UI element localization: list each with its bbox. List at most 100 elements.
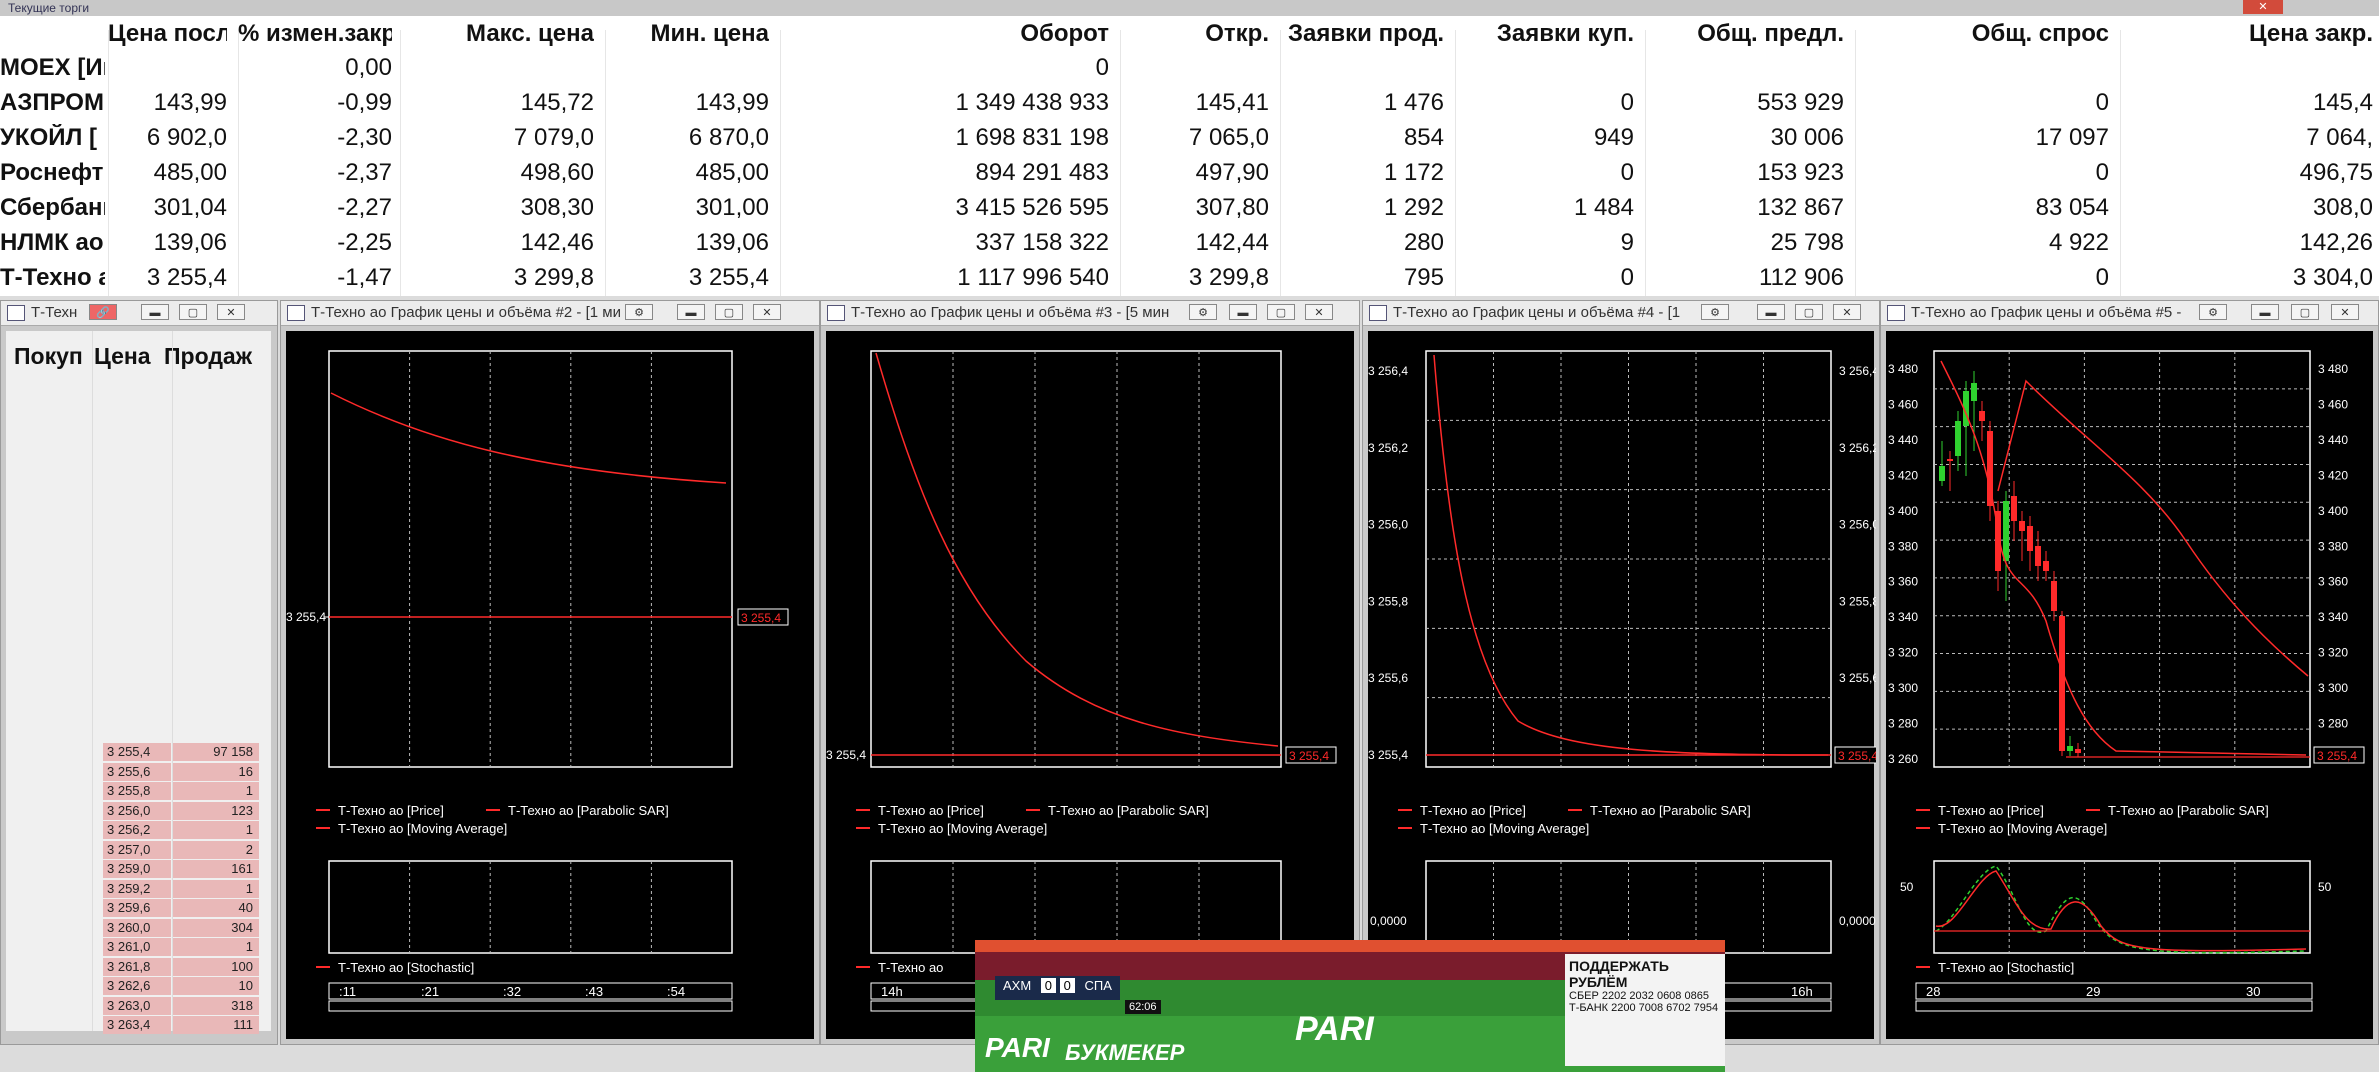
col-header[interactable]: Откр. bbox=[1205, 20, 1269, 47]
close-button[interactable]: ✕ bbox=[217, 304, 245, 320]
quote-cell: 0 bbox=[2095, 89, 2109, 116]
quote-cell: 1 172 bbox=[1383, 159, 1444, 186]
quote-cell: 0 bbox=[1095, 54, 1109, 81]
order-price: 3 255,8 bbox=[103, 782, 171, 800]
chart4-titlebar[interactable]: Т-Техно ао График цены и объёма #4 - [1 … bbox=[1363, 301, 1879, 326]
order-book-row[interactable]: 3 255,6 16 bbox=[103, 762, 263, 782]
close-button[interactable]: ✕ bbox=[1305, 304, 1333, 320]
order-book-row[interactable]: 3 257,0 2 bbox=[103, 840, 263, 860]
chart-icon bbox=[827, 305, 845, 321]
chart3-titlebar[interactable]: Т-Техно ао График цены и объёма #3 - [5 … bbox=[821, 301, 1359, 326]
close-button[interactable]: ✕ bbox=[753, 304, 781, 320]
y-tick-label: 3 255,6 bbox=[1368, 671, 1408, 685]
col-header[interactable]: Мин. цена bbox=[650, 20, 769, 47]
quote-row[interactable]: Т-Техно ао 3 255,4 -1,47 3 299,8 3 255,4 1 11… bbox=[0, 260, 2379, 295]
y-tick-label-right: 3 256,0 bbox=[1839, 518, 1876, 532]
chart4-area[interactable]: 3 256,4 3 256,4 3 256,2 3 256,2 3 256,0 3 256… bbox=[1368, 331, 1876, 1039]
quote-row[interactable]: УКОЙЛ [6 902,0 -2,30 7 079,0 6 870,0 1 698 8… bbox=[0, 120, 2379, 155]
order-book-row[interactable]: 3 261,0 1 bbox=[103, 938, 263, 957]
col-header[interactable]: Оборот bbox=[1020, 20, 1109, 47]
order-book-row[interactable]: 3 256,0 123 bbox=[103, 801, 263, 821]
maximize-button[interactable]: ▢ bbox=[179, 304, 207, 320]
order-book-row[interactable]: 3 263,4 111 bbox=[103, 1016, 263, 1035]
chart2-area[interactable]: 3 255,4 3 255,4 Т-Техно ао [Price] Т-Техно … bbox=[286, 331, 814, 1039]
order-book-row[interactable]: 3 261,8 100 bbox=[103, 957, 263, 977]
link-icon[interactable]: 🔗 bbox=[89, 304, 117, 320]
settings-icon[interactable]: ⚙ bbox=[1189, 304, 1217, 320]
order-book-row[interactable]: 3 259,0 161 bbox=[103, 860, 263, 879]
quote-row[interactable]: Роснефть 485,00 -2,37 498,60 485,00 894 291 4… bbox=[0, 155, 2379, 190]
price-plot bbox=[870, 350, 1282, 768]
legend-label: Т-Техно ао bbox=[878, 960, 943, 975]
order-book-row[interactable]: 3 263,0 318 bbox=[103, 996, 263, 1016]
candle-body bbox=[2067, 746, 2073, 751]
col-header[interactable]: Заявки прод. bbox=[1288, 20, 1444, 47]
chart2-titlebar[interactable]: Т-Техно ао График цены и объёма #2 - [1 … bbox=[281, 301, 819, 326]
chart5-title: Т-Техно ао График цены и объёма #5 - bbox=[1911, 304, 2182, 321]
settings-icon[interactable]: ⚙ bbox=[625, 304, 653, 320]
maximize-button[interactable]: ▢ bbox=[2291, 304, 2319, 320]
tbank-card: Т-БАНК 2200 7008 6702 7954 bbox=[1569, 1002, 1719, 1014]
col-header[interactable]: Общ. спрос bbox=[1971, 20, 2109, 47]
order-book-titlebar[interactable]: Т-Техн 🔗 ▬ ▢ ✕ bbox=[1, 301, 277, 326]
order-book-row[interactable]: 3 260,0 304 bbox=[103, 918, 263, 938]
quote-row[interactable]: АЗПРОМ 143,99 -0,99 145,72 143,99 1 349 438 9… bbox=[0, 85, 2379, 120]
minimize-button[interactable]: ▬ bbox=[677, 304, 705, 320]
order-book-row[interactable]: 3 259,2 1 bbox=[103, 879, 263, 899]
order-book-row[interactable]: 3 256,2 1 bbox=[103, 821, 263, 840]
quote-row[interactable]: НЛМК ао [139,06 -2,25 142,46 139,06 337 158 … bbox=[0, 225, 2379, 260]
quote-cell: 142,46 bbox=[520, 229, 594, 256]
chart3-area[interactable]: 3 255,4 3 255,4 Т-Техно ао [Price] Т-Техно … bbox=[826, 331, 1354, 1039]
quote-cell: 6 870,0 bbox=[688, 124, 769, 151]
quote-cell: 498,60 bbox=[520, 159, 594, 186]
quote-cell: -2,27 bbox=[337, 194, 392, 221]
time-tick: :32 bbox=[503, 984, 521, 999]
order-book[interactable]: Покуп Цена Продаж 3 255,4 97 158 3 255,6 16… bbox=[6, 331, 271, 1034]
close-button[interactable]: ✕ bbox=[2243, 0, 2283, 14]
minimize-button[interactable]: ▬ bbox=[2251, 304, 2279, 320]
col-header[interactable]: % измен.закр. bbox=[238, 20, 392, 47]
minimize-button[interactable]: ▬ bbox=[141, 304, 169, 320]
maximize-button[interactable]: ▢ bbox=[715, 304, 743, 320]
chart-icon bbox=[287, 305, 305, 321]
quote-cell: 142,44 bbox=[1195, 229, 1269, 256]
col-header[interactable]: Общ. предл. bbox=[1697, 20, 1844, 47]
chart5-area[interactable]: 3 480 3 480 3 460 3 460 3 440 3 440 3 420 3 420… bbox=[1886, 331, 2373, 1039]
col-header[interactable]: Цена послед. bbox=[108, 20, 227, 47]
candle-body bbox=[1971, 383, 1977, 401]
window-titlebar: Текущие торги ✕ bbox=[0, 0, 2379, 16]
candle-body bbox=[1955, 421, 1961, 456]
quote-cell: 949 bbox=[1593, 124, 1634, 151]
last-price-value: 3 255,4 bbox=[741, 611, 781, 625]
close-button[interactable]: ✕ bbox=[2331, 304, 2359, 320]
candle-body bbox=[1995, 511, 2001, 571]
stochastic-plot bbox=[870, 860, 1282, 954]
instrument-name: АЗПРОМ bbox=[0, 89, 104, 116]
col-header[interactable]: Цена закр. bbox=[2249, 20, 2373, 47]
col-header[interactable]: Макс. цена bbox=[466, 20, 594, 47]
order-price: 3 255,4 bbox=[103, 743, 171, 761]
settings-icon[interactable]: ⚙ bbox=[1701, 304, 1729, 320]
last-price-tag bbox=[1834, 746, 1876, 764]
maximize-button[interactable]: ▢ bbox=[1795, 304, 1823, 320]
order-book-row[interactable]: 3 262,6 10 bbox=[103, 977, 263, 996]
col-header[interactable]: Заявки куп. bbox=[1496, 20, 1634, 47]
video-overlay[interactable]: АХМ 0 0 СПА 62:06 PARI БУКМЕКЕР PARI ПОД… bbox=[975, 940, 1725, 1072]
chart5-titlebar[interactable]: Т-Техно ао График цены и объёма #5 - ⚙ ▬… bbox=[1881, 301, 2378, 326]
candle-body bbox=[2035, 546, 2041, 566]
order-price: 3 261,8 bbox=[103, 957, 171, 976]
candle-body bbox=[2075, 749, 2081, 753]
quote-row[interactable]: Сбербанк 301,04 -2,27 308,30 301,00 3 415 526… bbox=[0, 190, 2379, 225]
minimize-button[interactable]: ▬ bbox=[1757, 304, 1785, 320]
order-book-row[interactable]: 3 259,6 40 bbox=[103, 899, 263, 918]
maximize-button[interactable]: ▢ bbox=[1267, 304, 1295, 320]
quote-cell: -1,47 bbox=[337, 264, 392, 291]
quote-cell: 795 bbox=[1403, 264, 1444, 291]
minimize-button[interactable]: ▬ bbox=[1229, 304, 1257, 320]
close-button[interactable]: ✕ bbox=[1833, 304, 1861, 320]
order-book-row[interactable]: 3 255,4 97 158 bbox=[103, 743, 263, 762]
quote-cell: 301,00 bbox=[695, 194, 769, 221]
order-book-row[interactable]: 3 255,8 1 bbox=[103, 782, 263, 801]
settings-icon[interactable]: ⚙ bbox=[2199, 304, 2227, 320]
quote-row[interactable]: МОЕХ [Ин 0,00 0 bbox=[0, 50, 2379, 85]
